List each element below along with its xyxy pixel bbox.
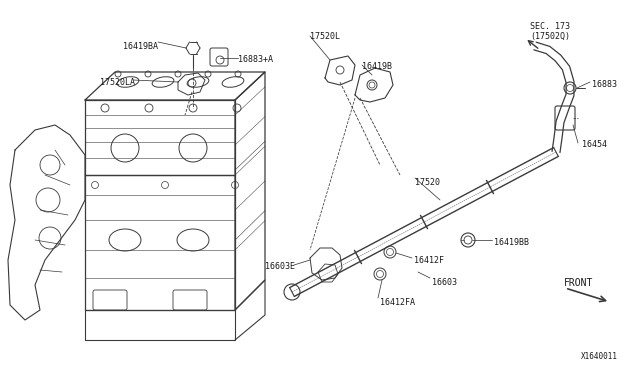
Text: 16419BA: 16419BA (123, 42, 158, 51)
Text: 16603: 16603 (432, 278, 457, 287)
Text: 16883+A: 16883+A (238, 55, 273, 64)
Text: 16603E: 16603E (265, 262, 295, 271)
Text: 16412F: 16412F (414, 256, 444, 265)
Text: 16419BB: 16419BB (494, 238, 529, 247)
Text: 17520LA: 17520LA (100, 78, 135, 87)
Text: 17520: 17520 (415, 178, 440, 187)
Text: 16419B: 16419B (362, 62, 392, 71)
Text: SEC. 173: SEC. 173 (530, 22, 570, 31)
Text: FRONT: FRONT (564, 278, 593, 288)
Text: 16454: 16454 (582, 140, 607, 149)
Text: X1640011: X1640011 (581, 352, 618, 361)
Text: 16883: 16883 (592, 80, 617, 89)
Text: 17520L: 17520L (310, 32, 340, 41)
Text: (17502Q): (17502Q) (530, 32, 570, 41)
FancyBboxPatch shape (555, 106, 575, 130)
Text: 16412FA: 16412FA (380, 298, 415, 307)
